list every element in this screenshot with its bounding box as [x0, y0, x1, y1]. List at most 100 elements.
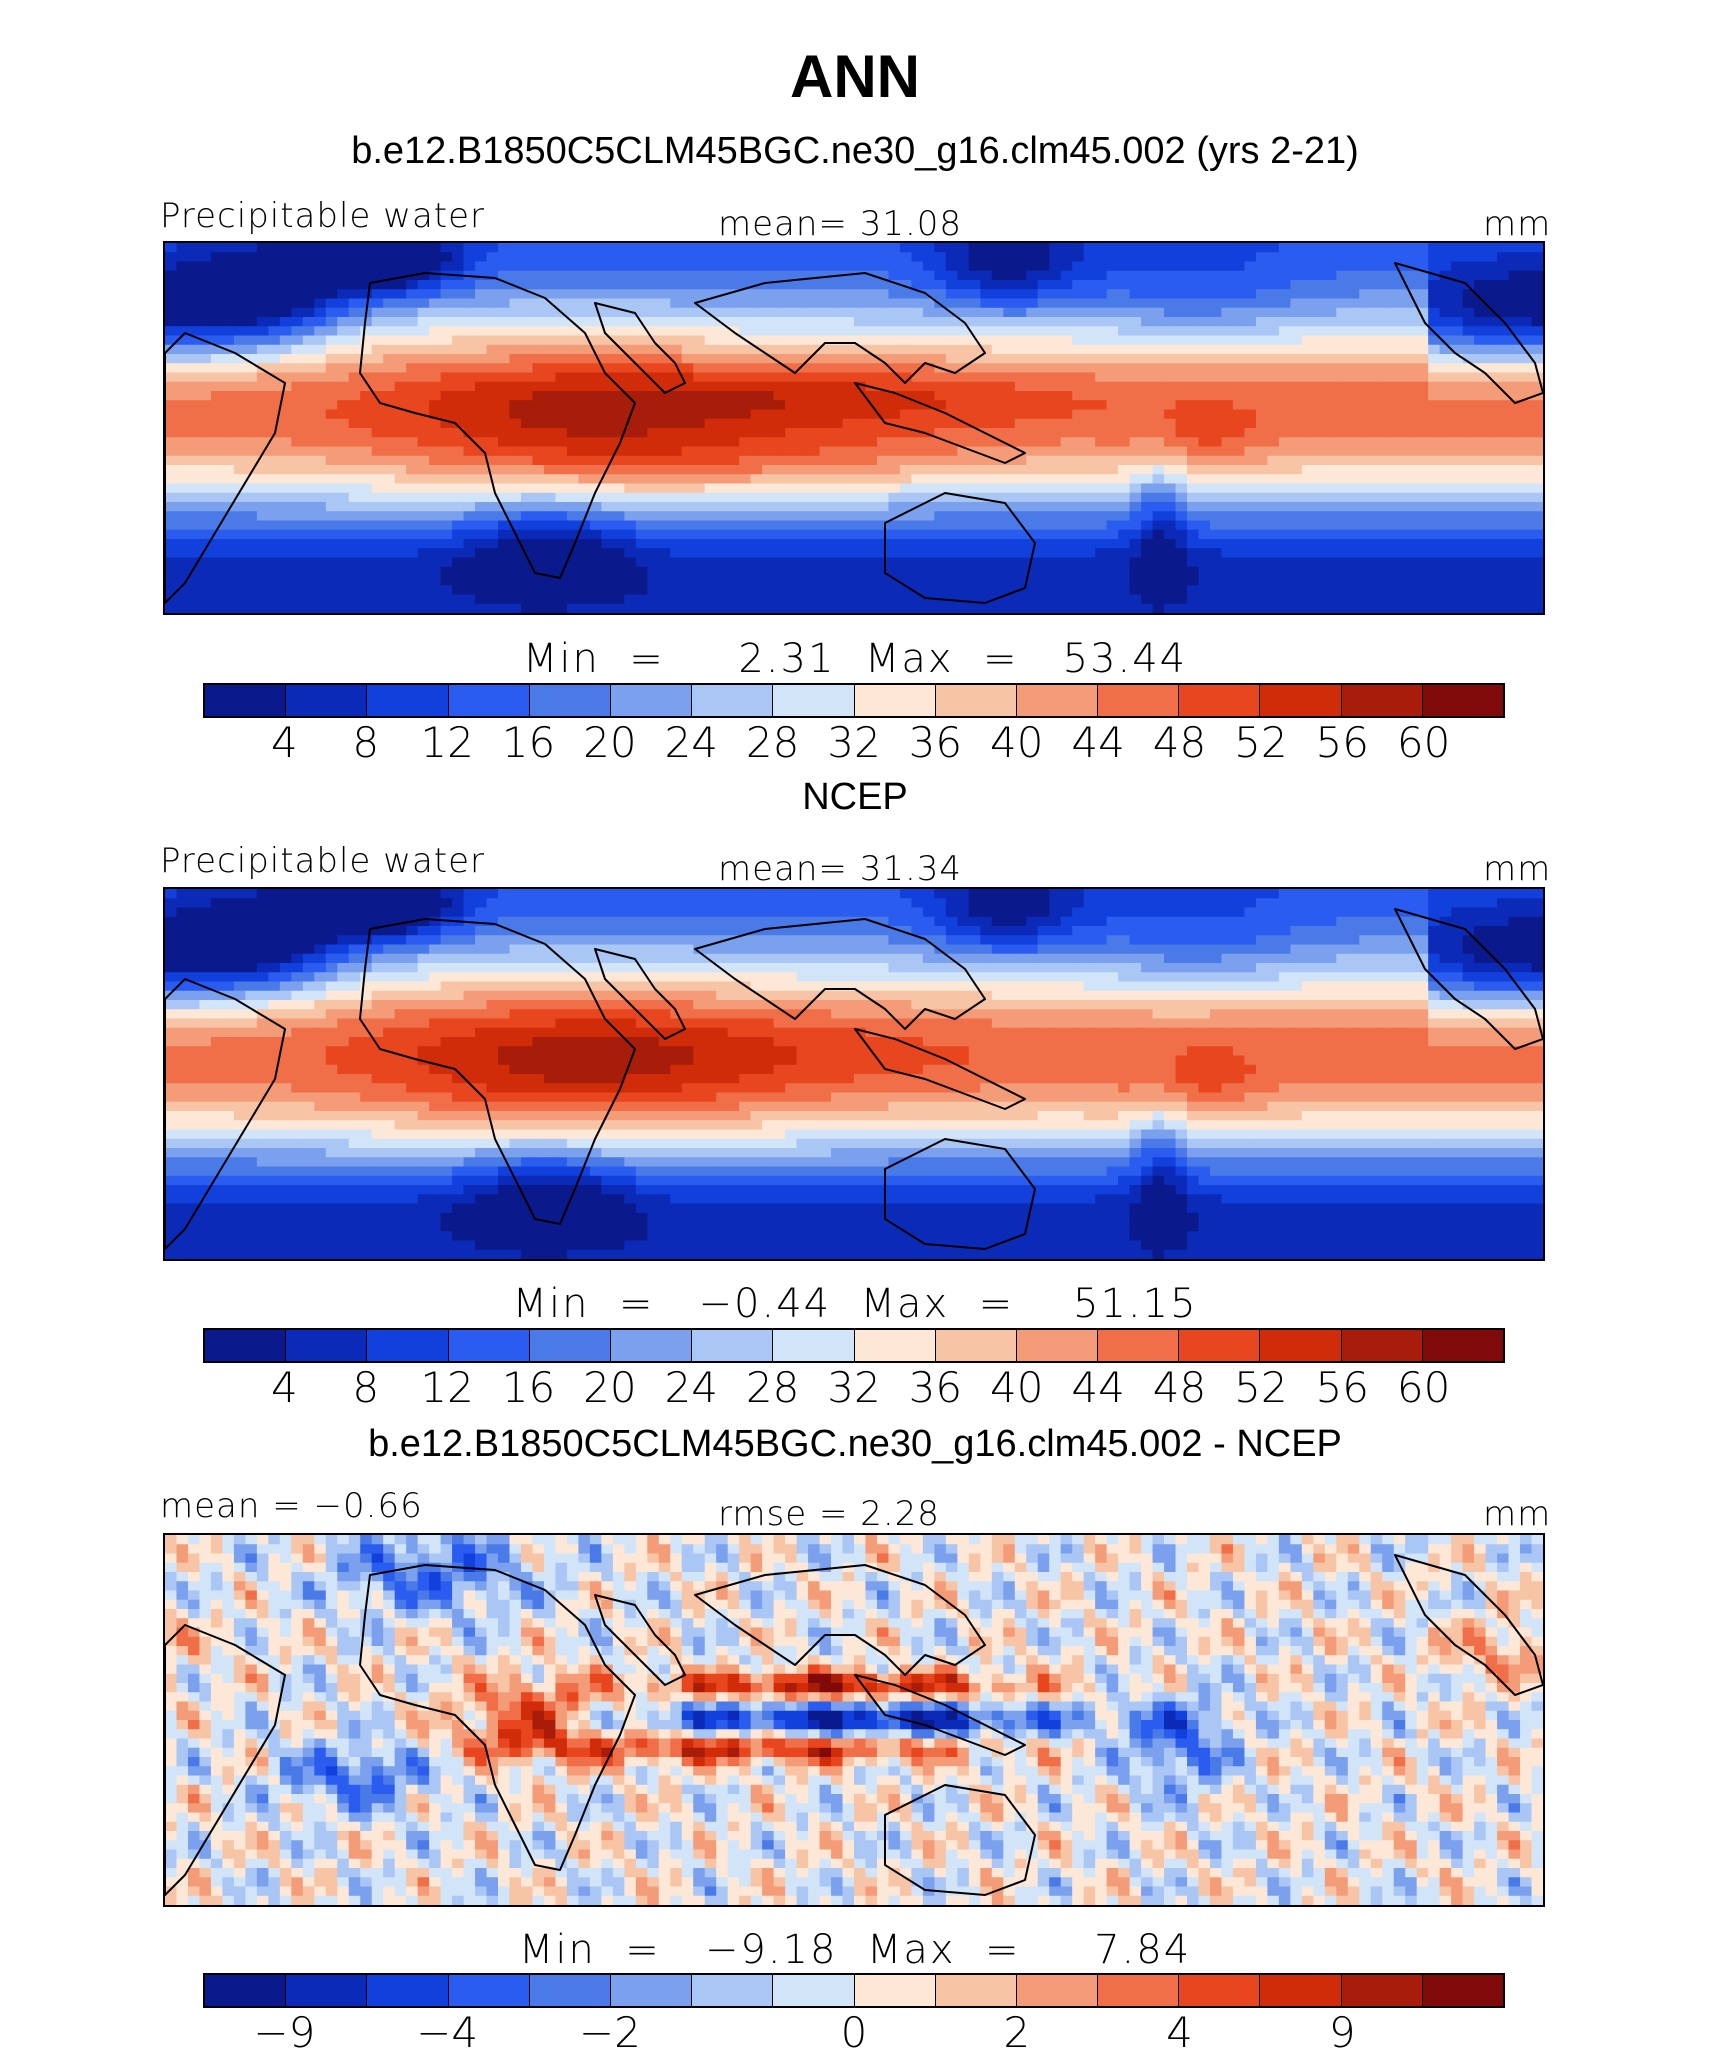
colorbar-box [854, 1975, 936, 2006]
colorbar-tick-label: 4 [1166, 2008, 1193, 2057]
colorbar-tick-label: 20 [583, 718, 637, 767]
colorbar-ticks: 4 8 12 16 20 24 28 32 36 40 44 48 52 56 60 [203, 1363, 1505, 1413]
colorbar-box [1179, 1975, 1261, 2006]
contour-map [163, 887, 1545, 1261]
contour-map [163, 241, 1545, 615]
colorbar-box [448, 1975, 530, 2006]
contour-field [165, 1535, 1543, 1905]
colorbar-tick-label: 9 [1328, 2008, 1356, 2057]
colorbar-box [1016, 1330, 1099, 1361]
colorbar-box [367, 685, 449, 716]
colorbar-box [1098, 1330, 1180, 1361]
colorbar-tick-label: 32 [827, 718, 881, 767]
colorbar-box [367, 1975, 449, 2006]
colorbar-box [773, 1330, 855, 1361]
panel-left-label: mean = −0.66 [160, 1486, 423, 1526]
colorbar-box [448, 685, 530, 716]
colorbar-box [773, 685, 855, 716]
colorbar-box [610, 1975, 693, 2006]
colorbar-box [692, 1330, 774, 1361]
colorbar-box [1016, 1975, 1099, 2006]
colorbar [203, 1328, 1505, 1363]
colorbar-tick-label: −9 [253, 2008, 316, 2057]
colorbar-tick-label: 2 [1003, 2008, 1031, 2057]
colorbar-tick-label: −2 [578, 2008, 641, 2057]
colorbar-box [935, 1975, 1017, 2006]
colorbar-box [1179, 685, 1261, 716]
colorbar-box [1260, 1975, 1342, 2006]
colorbar-tick-label: 32 [827, 1363, 881, 1412]
colorbar-tick-label: −4 [416, 2008, 479, 2057]
colorbar-box [773, 1975, 855, 2006]
colorbar-box [1341, 1330, 1423, 1361]
colorbar-tick-label: 4 [271, 718, 298, 767]
colorbar-box [529, 1330, 611, 1361]
colorbar-tick-label: 20 [583, 1363, 637, 1412]
colorbar-tick-label: 44 [1071, 718, 1125, 767]
colorbar-tick-label: 4 [271, 1363, 298, 1412]
colorbar-box [935, 1330, 1017, 1361]
colorbar-box [1341, 685, 1423, 716]
colorbar-tick-label: 36 [908, 1363, 963, 1412]
colorbar-tick-label: 16 [501, 1363, 556, 1412]
panel-left-label: Precipitable water [160, 841, 486, 881]
colorbar-tick-label: 40 [990, 718, 1044, 767]
panel-units-label: mm [1483, 1494, 1552, 1534]
colorbar-tick-label: 0 [840, 2008, 868, 2057]
colorbar-tick-label: 40 [990, 1363, 1044, 1412]
colorbar-tick-label: 8 [352, 718, 380, 767]
colorbar-tick-label: 60 [1396, 718, 1451, 767]
colorbar-box [854, 1330, 936, 1361]
colorbar-box [1016, 685, 1099, 716]
panel-center-label: mean= 31.08 [718, 204, 963, 244]
colorbar-tick-label: 60 [1396, 1363, 1451, 1412]
colorbar-tick-label: 56 [1315, 1363, 1369, 1412]
colorbar-tick-label: 52 [1234, 1363, 1288, 1412]
colorbar-box [1260, 685, 1342, 716]
colorbar-tick-label: 44 [1071, 1363, 1125, 1412]
colorbar-box [1098, 1975, 1180, 2006]
colorbar-box [286, 685, 368, 716]
colorbar-box [1179, 1330, 1261, 1361]
panel-left-label: Precipitable water [160, 196, 486, 236]
panel-title: b.e12.B1850C5CLM45BGC.ne30_g16.clm45.002… [368, 1423, 1342, 1465]
colorbar-box [367, 1330, 449, 1361]
colorbar-tick-label: 24 [664, 718, 718, 767]
panel-center-label: rmse = 2.28 [718, 1494, 940, 1534]
colorbar-box [286, 1975, 368, 2006]
contour-field [165, 889, 1543, 1259]
panel-title: b.e12.B1850C5CLM45BGC.ne30_g16.clm45.002… [351, 130, 1359, 172]
colorbar [203, 1973, 1505, 2008]
colorbar-tick-label: 48 [1152, 718, 1207, 767]
colorbar-box [529, 1975, 611, 2006]
colorbar-tick-label: 8 [352, 1363, 380, 1412]
colorbar-box [692, 1975, 774, 2006]
colorbar-box [448, 1330, 530, 1361]
panel-units-label: mm [1483, 204, 1552, 244]
min-max-label: Min = −0.44 Max = 51.15 [512, 1281, 1198, 1327]
colorbar-box [205, 685, 287, 716]
contour-map [163, 1533, 1545, 1907]
colorbar-box [1422, 685, 1503, 716]
colorbar-tick-label: 12 [420, 1363, 474, 1412]
min-max-label: Min = 2.31 Max = 53.44 [522, 636, 1188, 682]
panel-units-label: mm [1483, 849, 1552, 889]
colorbar-tick-label: 16 [501, 718, 556, 767]
colorbar-tick-label: 28 [745, 1363, 800, 1412]
colorbar-ticks: 4 8 12 16 20 24 28 32 36 40 44 48 52 56 60 [203, 718, 1505, 768]
colorbar-tick-label: 28 [745, 718, 800, 767]
colorbar-box [205, 1975, 287, 2006]
colorbar-box [205, 1330, 287, 1361]
colorbar-tick-label: 56 [1315, 718, 1369, 767]
colorbar-box [610, 1330, 693, 1361]
colorbar-box [1098, 685, 1180, 716]
colorbar-tick-label: 48 [1152, 1363, 1207, 1412]
colorbar-ticks: −9 −4 −2 0 2 4 9 [203, 2008, 1505, 2058]
colorbar-tick-label: 36 [908, 718, 963, 767]
panel-center-label: mean= 31.34 [718, 849, 963, 889]
colorbar-box [854, 685, 936, 716]
contour-field [165, 243, 1543, 613]
colorbar-box [1260, 1330, 1342, 1361]
colorbar-box [610, 685, 693, 716]
colorbar-tick-label: 12 [420, 718, 474, 767]
